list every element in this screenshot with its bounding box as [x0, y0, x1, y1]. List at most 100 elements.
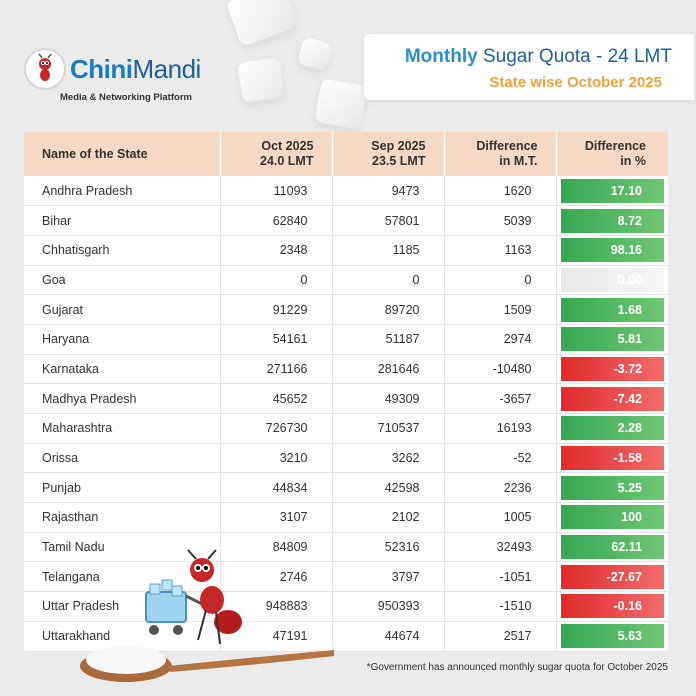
sugar-cube-decoration	[225, 0, 299, 47]
table-row: Bihar 62840 57801 5039 8.72	[24, 205, 668, 236]
oct-quota-cell: 2746	[220, 561, 333, 592]
footnote: *Government has announced monthly sugar …	[366, 662, 668, 673]
sep-quota-cell: 52316	[332, 532, 445, 562]
sugar-cube-decoration	[296, 36, 334, 72]
column-header-oct: Oct 2025 24.0 LMT	[220, 132, 333, 176]
state-name-cell: Bihar	[24, 205, 221, 236]
difference-pct-badge: 0.00	[560, 267, 664, 292]
difference-mt-cell: -1051	[444, 561, 557, 592]
state-name-cell: Orissa	[24, 443, 221, 473]
difference-mt-cell: 0	[444, 265, 557, 295]
difference-mt-cell: 32493	[444, 532, 557, 562]
column-header-difference-pct: Difference in %	[584, 139, 646, 168]
difference-pct-cell: 2.28	[556, 414, 668, 444]
difference-pct-badge: 98.16	[560, 238, 664, 263]
state-name-cell: Rajasthan	[24, 502, 221, 533]
sep-quota-cell: 57801	[332, 205, 445, 236]
table-row: Karnataka 271166 281646 -10480 -3.72	[24, 354, 668, 384]
difference-mt-cell: -52	[444, 443, 557, 473]
oct-quota-cell: 44834	[220, 472, 333, 503]
sep-quota-cell: 49309	[332, 383, 445, 414]
sep-quota-cell: 281646	[332, 354, 445, 384]
sep-quota-cell: 2102	[332, 502, 445, 533]
page-subtitle: State wise October 2025	[489, 74, 662, 91]
difference-pct-badge: -27.67	[560, 564, 664, 589]
state-name-cell: Punjab	[24, 472, 221, 503]
state-name-cell: Telangana	[24, 561, 221, 592]
oct-quota-cell: 54161	[220, 324, 333, 355]
oct-quota-cell: 726730	[220, 413, 333, 444]
state-name-cell: Karnataka	[24, 354, 221, 384]
difference-pct-badge: -7.42	[560, 386, 664, 411]
difference-mt-cell: 1005	[444, 502, 557, 533]
difference-pct-cell: 1.68	[556, 295, 668, 325]
difference-pct-cell: -1.58	[556, 443, 668, 473]
difference-pct-cell: -3.72	[556, 354, 668, 384]
sep-quota-cell: 710537	[332, 413, 445, 444]
difference-pct-badge: 2.28	[560, 416, 664, 441]
sep-quota-cell: 89720	[332, 294, 445, 325]
sugar-cube-decoration	[237, 57, 285, 103]
difference-mt-cell: 16193	[444, 413, 557, 444]
difference-pct-cell: 5.63	[556, 621, 668, 651]
sep-quota-cell: 51187	[332, 324, 445, 355]
table-row: Haryana 54161 51187 2974 5.81	[24, 324, 668, 355]
difference-pct-cell: 8.72	[556, 206, 668, 236]
difference-pct-cell: 5.25	[556, 473, 668, 503]
difference-mt-cell: 1163	[444, 235, 557, 266]
state-name-cell: Goa	[24, 265, 221, 295]
sugar-quota-table: Name of the State Oct 2025 24.0 LMT Sep 2…	[24, 132, 668, 652]
state-name-cell: Andhra Pradesh	[24, 176, 221, 206]
state-name-cell: Tamil Nadu	[24, 532, 221, 562]
sep-quota-cell: 3797	[332, 561, 445, 592]
difference-pct-badge: 5.63	[560, 624, 664, 649]
sep-quota-cell: 950393	[332, 591, 445, 622]
oct-quota-cell: 271166	[220, 354, 333, 384]
state-name-cell: Gujarat	[24, 294, 221, 325]
page-title: Monthly Sugar Quota - 24 LMT	[404, 46, 672, 67]
difference-mt-cell: 2974	[444, 324, 557, 355]
difference-pct-badge: 5.81	[560, 327, 664, 352]
sep-quota-cell: 1185	[332, 235, 445, 266]
table-row: Uttar Pradesh 948883 950393 -1510 -0.16	[24, 591, 668, 622]
table-row: Chhatisgarh 2348 1185 1163 98.16	[24, 235, 668, 266]
table-row: Gujarat 91229 89720 1509 1.68	[24, 294, 668, 325]
brand-tagline: Media & Networking Platform	[60, 92, 192, 103]
sep-quota-cell: 44674	[332, 621, 445, 651]
oct-quota-cell: 11093	[220, 176, 333, 206]
oct-quota-cell: 0	[220, 265, 333, 295]
oct-quota-cell: 62840	[220, 205, 333, 236]
difference-pct-cell: 5.81	[556, 324, 668, 354]
sep-quota-cell: 3262	[332, 443, 445, 473]
difference-mt-cell: 1620	[444, 176, 557, 206]
oct-quota-cell: 2348	[220, 235, 333, 266]
table-row: Andhra Pradesh 11093 9473 1620 17.10	[24, 176, 668, 206]
ant-mascot-icon	[24, 48, 66, 90]
sep-quota-cell: 0	[332, 265, 445, 295]
table-row: Orissa 3210 3262 -52 -1.58	[24, 443, 668, 473]
difference-pct-badge: -3.72	[560, 356, 664, 381]
difference-mt-cell: 5039	[444, 205, 557, 236]
difference-pct-badge: 1.68	[560, 297, 664, 322]
sugar-cube-decoration	[314, 78, 368, 130]
oct-quota-cell: 84809	[220, 532, 333, 562]
state-name-cell: Madhya Pradesh	[24, 383, 221, 414]
table-row: Maharashtra 726730 710537 16193 2.28	[24, 413, 668, 444]
state-name-cell: Maharashtra	[24, 413, 221, 444]
title-card: Monthly Sugar Quota - 24 LMT State wise …	[364, 34, 694, 100]
table-header-row: Name of the State Oct 2025 24.0 LMT Sep 2…	[24, 132, 668, 176]
brand-logo[interactable]: ChiniMandi Media & Networking Platform	[24, 46, 224, 106]
oct-quota-cell: 3107	[220, 502, 333, 533]
table-row: Punjab 44834 42598 2236 5.25	[24, 472, 668, 503]
difference-mt-cell: 1509	[444, 294, 557, 325]
difference-mt-cell: -3657	[444, 383, 557, 414]
brand-name: ChiniMandi	[70, 54, 201, 84]
table-row: Rajasthan 3107 2102 1005 100	[24, 502, 668, 533]
oct-quota-cell: 91229	[220, 294, 333, 325]
state-name-cell: Uttar Pradesh	[24, 591, 221, 622]
difference-pct-badge: 100	[560, 505, 664, 530]
table-row: Telangana 2746 3797 -1051 -27.67	[24, 561, 668, 592]
oct-quota-cell: 3210	[220, 443, 333, 473]
column-header-sep: Sep 2025 23.5 LMT	[332, 132, 445, 176]
difference-pct-badge: 8.72	[560, 208, 664, 233]
